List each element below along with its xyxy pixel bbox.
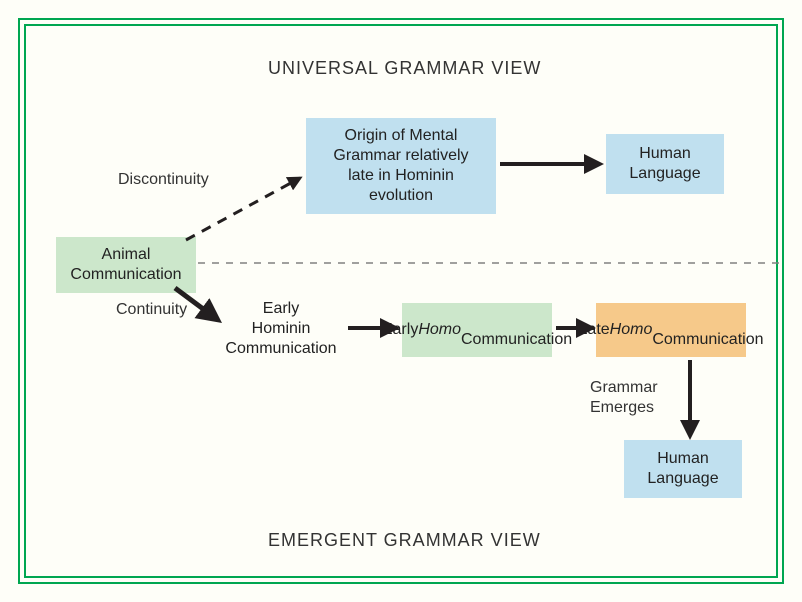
- node-origin-mental-grammar: Origin of MentalGrammar relativelylate i…: [306, 118, 496, 214]
- node-early-hominin: EarlyHomininCommunication: [206, 296, 356, 362]
- heading-bottom: EMERGENT GRAMMAR VIEW: [268, 530, 541, 551]
- node-animal-communication: AnimalCommunication: [56, 237, 196, 293]
- label-continuity: Continuity: [116, 300, 187, 320]
- label-discontinuity: Discontinuity: [118, 170, 209, 190]
- node-late-homo: Late HomoCommunication: [596, 303, 746, 357]
- heading-top: UNIVERSAL GRAMMAR VIEW: [268, 58, 541, 79]
- node-human-language-top: HumanLanguage: [606, 134, 724, 194]
- label-grammar-emerges: GrammarEmerges: [590, 378, 658, 418]
- node-early-homo: Early HomoCommunication: [402, 303, 552, 357]
- node-human-language-bottom: HumanLanguage: [624, 440, 742, 498]
